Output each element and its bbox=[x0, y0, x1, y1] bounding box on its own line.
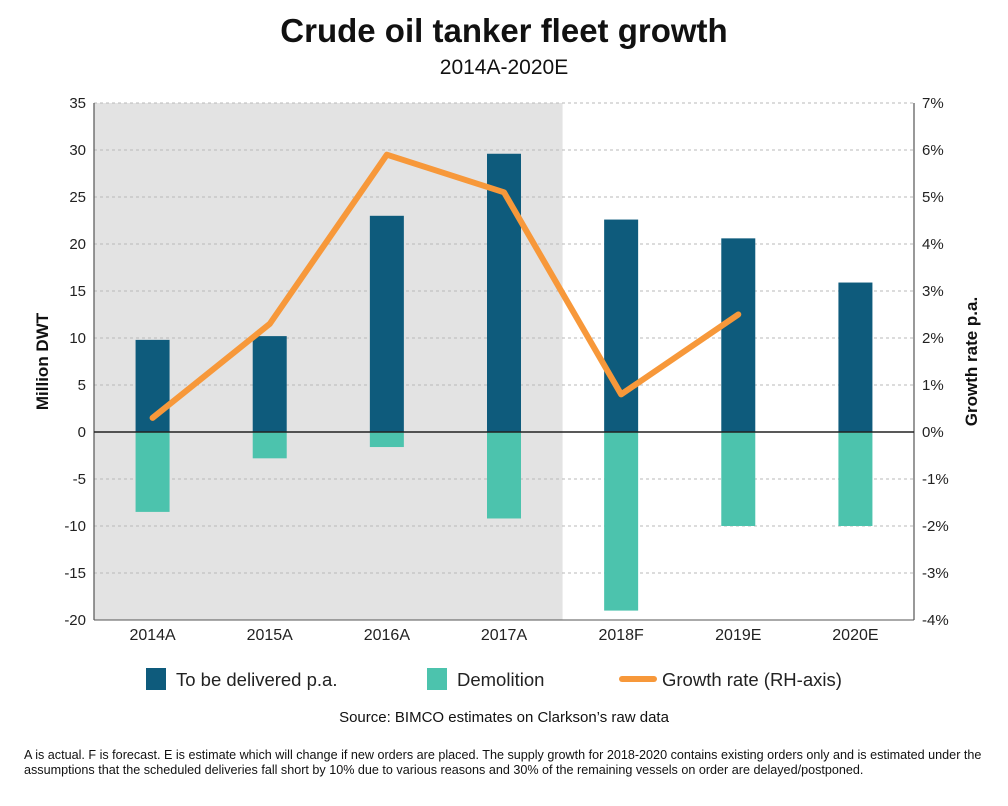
chart: 35 7% 30 6% 25 5% 20 4% 15 3% 10 2% 5 1% 0 0% -5 -1% -10 -2… bbox=[33, 95, 981, 690]
y2-axis-title: Growth rate p.a. bbox=[962, 297, 981, 426]
y-tick-label: 15 bbox=[69, 283, 86, 300]
demolition-bar bbox=[369, 432, 404, 448]
y-axis-title: Million DWT bbox=[33, 312, 52, 410]
y-tick-label: -20 bbox=[64, 612, 86, 629]
growth-rate-line bbox=[149, 151, 742, 421]
delivered-bar bbox=[721, 238, 756, 432]
y-tick-label: 25 bbox=[69, 189, 86, 206]
x-tick-label: 2016A bbox=[364, 627, 411, 644]
chart-title: Crude oil tanker fleet growth bbox=[280, 12, 728, 49]
legend-delivered-label: To be delivered p.a. bbox=[176, 669, 337, 690]
x-tick-label: 2018F bbox=[598, 627, 644, 644]
legend-demolition-label: Demolition bbox=[457, 669, 544, 690]
delivered-bar bbox=[369, 215, 404, 432]
y2-tick-label: 3% bbox=[922, 283, 944, 300]
chart-subtitle: 2014A-2020E bbox=[439, 56, 569, 79]
y-tick-label: 30 bbox=[69, 142, 86, 159]
source-note: Source: BIMCO estimates on Clarkson’s ra… bbox=[339, 709, 669, 726]
demolition-bar bbox=[838, 432, 873, 526]
x-tick-label: 2019E bbox=[715, 627, 761, 644]
demolition-bar bbox=[135, 432, 170, 512]
demolition-bar bbox=[487, 432, 521, 519]
demolition-bar bbox=[252, 432, 287, 459]
y-tick-label: -10 bbox=[64, 518, 86, 535]
footnote: A is actual. F is forecast. E is estimat… bbox=[24, 748, 982, 777]
y-tick-label: 20 bbox=[69, 236, 86, 253]
delivered-bar bbox=[604, 219, 639, 432]
y-tick-label: 10 bbox=[69, 330, 86, 347]
y2-tick-label: -3% bbox=[922, 565, 949, 582]
delivered-bar bbox=[838, 282, 873, 432]
y-tick-label: 35 bbox=[69, 95, 86, 112]
y2-tick-label: 4% bbox=[922, 236, 944, 253]
y2-tick-label: 7% bbox=[922, 95, 944, 112]
x-tick-label: 2014A bbox=[129, 627, 176, 644]
y2-tick-label: 6% bbox=[922, 142, 944, 159]
delivered-bar bbox=[487, 153, 521, 432]
x-tick-label: 2015A bbox=[247, 627, 294, 644]
y-tick-label: 0 bbox=[78, 424, 86, 441]
y2-tick-label: -4% bbox=[922, 612, 949, 629]
demolition-bar bbox=[604, 432, 639, 611]
demolition-bar bbox=[721, 432, 756, 526]
y2-tick-label: -2% bbox=[922, 518, 949, 535]
y2-tick-label: 2% bbox=[922, 330, 944, 347]
y-tick-label: -15 bbox=[64, 565, 86, 582]
y2-tick-label: -1% bbox=[922, 471, 949, 488]
y2-tick-label: 1% bbox=[922, 377, 944, 394]
delivered-bar bbox=[252, 336, 287, 432]
y2-tick-label: 5% bbox=[922, 189, 944, 206]
legend-delivered-swatch bbox=[146, 668, 166, 690]
y-tick-label: 5 bbox=[78, 377, 86, 394]
x-tick-label: 2020E bbox=[832, 627, 878, 644]
legend-demolition-swatch bbox=[427, 668, 447, 690]
y2-tick-label: 0% bbox=[922, 424, 944, 441]
y-tick-label: -5 bbox=[73, 471, 86, 488]
x-tick-label: 2017A bbox=[481, 627, 528, 644]
legend-growth-rate-label: Growth rate (RH-axis) bbox=[662, 669, 842, 690]
